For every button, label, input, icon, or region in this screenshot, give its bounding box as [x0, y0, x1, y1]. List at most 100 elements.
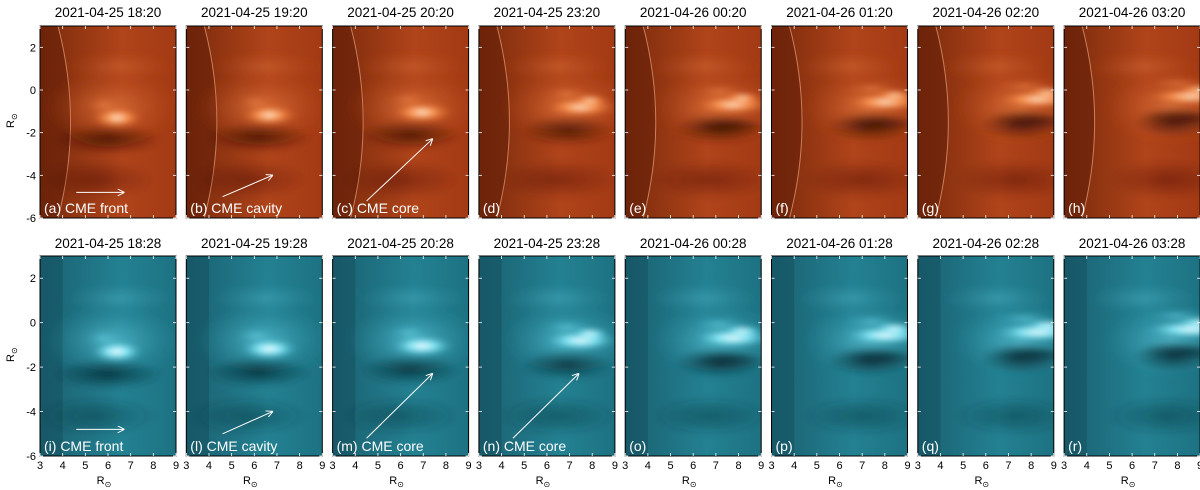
panel-grid: 2021-04-25 18:20(a) CME front2021-04-25 …: [37, 5, 1200, 489]
x-axis-label: R⊙: [389, 475, 404, 489]
axes: 2 0 -2 -4 -6 R⊙ 2 0 -2 -4 -6 R⊙: [5, 42, 36, 463]
x-tick-label: 8: [882, 460, 888, 472]
x-tick-label: 9: [1051, 460, 1057, 472]
panel-label: (h): [1068, 200, 1085, 216]
y-tick-label: 2: [30, 273, 36, 285]
panel-label: (q): [922, 438, 939, 454]
x-tick-label: 9: [758, 460, 764, 472]
x-tick-label: 7: [859, 460, 865, 472]
panel-title: 2021-04-26 03:28: [1079, 236, 1186, 251]
panel-title: 2021-04-25 20:20: [347, 5, 454, 20]
x-tick-label: 4: [352, 460, 358, 472]
x-tick-label: 4: [937, 460, 943, 472]
panel-label: (g): [922, 200, 939, 216]
x-tick-label: 6: [544, 460, 550, 472]
x-tick-label: 8: [735, 460, 741, 472]
x-axis-label: R⊙: [828, 475, 843, 489]
x-tick-label: 5: [521, 460, 527, 472]
x-tick-label: 5: [229, 460, 235, 472]
panel-title: 2021-04-25 23:28: [494, 236, 601, 251]
y-tick-label: -2: [26, 128, 36, 140]
panel-bottom-8: 2021-04-26 03:28 (r)3 4 5 6 7 8 9 R⊙: [1061, 236, 1200, 489]
x-tick-label: 4: [60, 460, 66, 472]
annotation-arrow: [366, 374, 433, 439]
y-tick-label: -6: [26, 213, 36, 225]
x-tick-label: 7: [1005, 460, 1011, 472]
x-tick-label: 6: [105, 460, 111, 472]
panel-label: (m) CME core: [337, 438, 424, 454]
x-tick-label: 8: [589, 460, 595, 472]
panel-title: 2021-04-26 02:28: [933, 236, 1040, 251]
x-tick-label: 3: [330, 460, 336, 472]
x-tick-label: 3: [476, 460, 482, 472]
x-axis-label: R⊙: [682, 475, 697, 489]
x-tick-label: 9: [173, 460, 179, 472]
panel-label: (l) CME cavity: [190, 438, 277, 454]
x-tick-label: 4: [206, 460, 212, 472]
y-tick-label: -4: [26, 170, 36, 182]
y-tick-label: -4: [26, 407, 36, 419]
annotation-arrow: [222, 175, 273, 198]
panel-top-2: 2021-04-25 19:20 (b) CME cavity: [185, 5, 323, 219]
panel-title: 2021-04-25 18:20: [55, 5, 162, 20]
panel-title: 2021-04-26 01:28: [786, 236, 893, 251]
x-tick-label: 8: [297, 460, 303, 472]
x-tick-label: 7: [1152, 460, 1158, 472]
x-tick-label: 7: [420, 460, 426, 472]
panel-label: (b) CME cavity: [190, 200, 282, 216]
y-tick-label: 2: [30, 42, 36, 54]
x-tick-label: 6: [251, 460, 257, 472]
y-tick-label: 0: [30, 85, 36, 97]
x-tick-label: 4: [645, 460, 651, 472]
x-tick-label: 5: [667, 460, 673, 472]
panel-top-1: 2021-04-25 18:20 (a) CME front: [39, 5, 177, 219]
panel-top-7: 2021-04-26 02:20 (g): [917, 5, 1055, 219]
panel-top-4: 2021-04-25 23:20 (d): [478, 5, 616, 219]
x-axis-label: R⊙: [97, 475, 112, 489]
panel-title: 2021-04-26 02:20: [933, 5, 1040, 20]
x-tick-label: 7: [274, 460, 280, 472]
x-tick-label: 5: [1106, 460, 1112, 472]
panel-label: (n) CME core: [483, 438, 566, 454]
x-tick-label: 6: [1129, 460, 1135, 472]
x-tick-label: 6: [983, 460, 989, 472]
panel-bottom-5: 2021-04-26 00:28 (o)3 4 5 6 7 8 9 R⊙: [622, 236, 764, 489]
x-tick-label: 8: [1028, 460, 1034, 472]
y-tick-label: -6: [26, 451, 36, 463]
panel-label: (o): [629, 438, 646, 454]
annotation-arrow: [366, 139, 433, 202]
panel-label: (d): [483, 200, 500, 216]
panel-title: 2021-04-25 23:20: [494, 5, 601, 20]
x-tick-label: 8: [443, 460, 449, 472]
x-tick-label: 6: [690, 460, 696, 472]
panel-top-8: 2021-04-26 03:20 (h): [1063, 5, 1200, 219]
x-tick-label: 3: [37, 460, 43, 472]
annotation-arrow: [222, 412, 273, 435]
x-tick-label: 7: [567, 460, 573, 472]
x-tick-label: 4: [1084, 460, 1090, 472]
x-tick-label: 3: [622, 460, 628, 472]
panel-title: 2021-04-25 19:20: [201, 5, 308, 20]
x-tick-label: 7: [128, 460, 134, 472]
panel-top-5: 2021-04-26 00:20 (e): [624, 5, 762, 219]
panel-label: (p): [776, 438, 793, 454]
panel-top-6: 2021-04-26 01:20 (f): [771, 5, 908, 219]
panel-label: (a) CME front: [44, 200, 128, 216]
x-tick-label: 5: [814, 460, 820, 472]
x-axis-label: R⊙: [974, 475, 989, 489]
panel-top-3: 2021-04-25 20:20 (c) CME core: [332, 5, 470, 219]
panel-title: 2021-04-26 00:28: [640, 236, 747, 251]
panel-label: (r): [1068, 438, 1082, 454]
annotation-arrow: [512, 374, 579, 439]
x-tick-label: 6: [836, 460, 842, 472]
x-axis-label: R⊙: [1121, 475, 1136, 489]
y-axis-label: R⊙: [5, 113, 19, 128]
x-tick-label: 5: [960, 460, 966, 472]
x-tick-label: 9: [466, 460, 472, 472]
panel-title: 2021-04-25 20:28: [347, 236, 454, 251]
x-tick-label: 8: [150, 460, 156, 472]
x-tick-label: 8: [1174, 460, 1180, 472]
x-tick-label: 9: [612, 460, 618, 472]
